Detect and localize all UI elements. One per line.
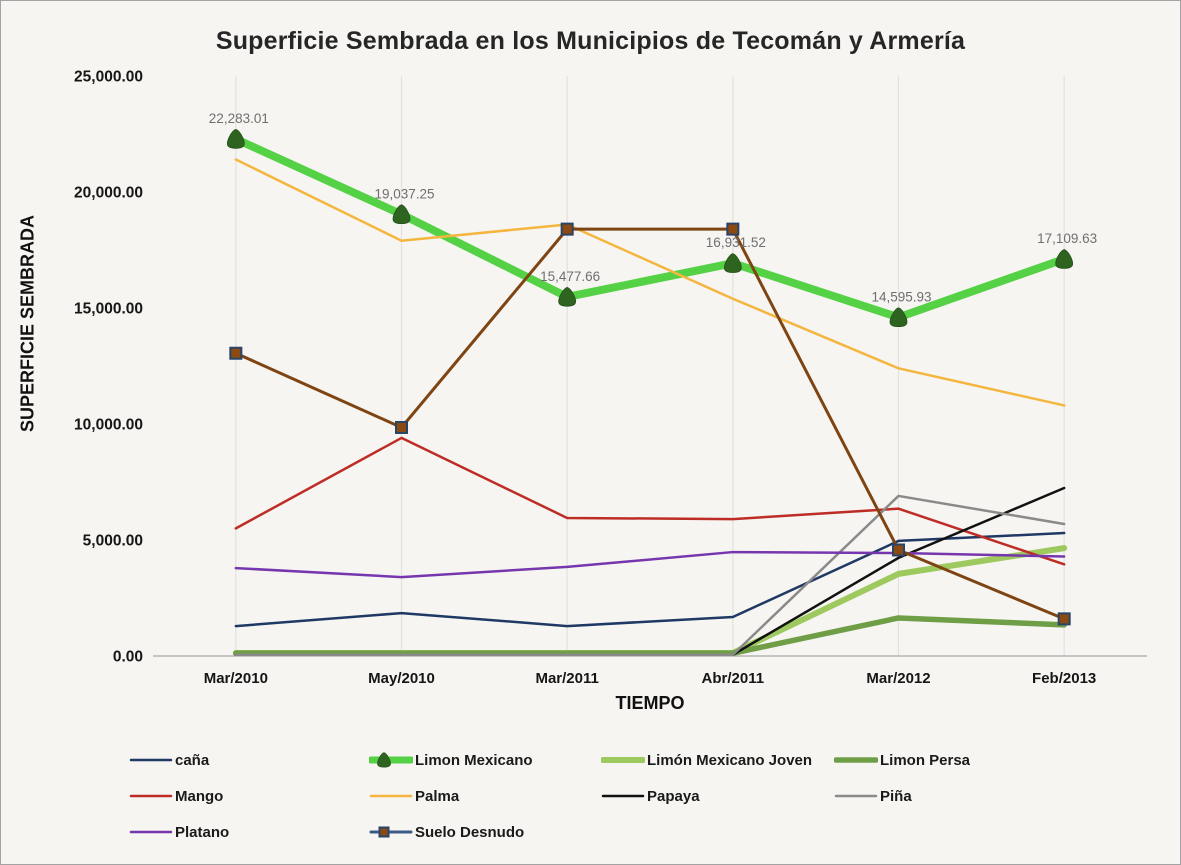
- y-tick-label: 10,000.00: [74, 417, 143, 434]
- data-label: 15,477.66: [540, 269, 600, 284]
- marker-suelo-desnudo: [229, 346, 243, 360]
- data-label: 16,931.52: [706, 235, 766, 250]
- data-label: 22,283.01: [209, 111, 269, 126]
- x-tick-label: Mar/2010: [204, 670, 268, 687]
- marker-limon-mexicano: [392, 204, 411, 225]
- y-tick-label: 25,000.00: [74, 69, 143, 86]
- chart-title: Superficie Sembrada en los Municipios de…: [215, 27, 966, 55]
- series-line-cana: [234, 531, 1066, 628]
- marker-suelo-desnudo: [560, 222, 574, 236]
- x-tick-label: May/2010: [368, 670, 435, 687]
- marker-limon-mexicano: [1055, 249, 1074, 269]
- series-line-palma: [234, 158, 1066, 407]
- series-line-limon_persa: [233, 615, 1067, 656]
- data-label: 19,037.25: [374, 186, 434, 201]
- marker-limon-mexicano: [889, 307, 908, 328]
- series-line-pina: [234, 494, 1066, 656]
- series-line-suelo_desnudo: [234, 227, 1066, 621]
- data-label: 17,109.63: [1037, 231, 1097, 246]
- series-line-limon_mexicano: [231, 135, 1069, 322]
- series-line-platano: [234, 550, 1066, 579]
- marker-suelo-desnudo: [726, 222, 740, 236]
- x-tick-label: Mar/2012: [866, 670, 930, 687]
- marker-limon-mexicano: [558, 286, 577, 307]
- x-tick-label: Feb/2013: [1032, 670, 1096, 687]
- y-tick-label: 15,000.00: [74, 301, 143, 318]
- series-line-limon_mexicano_joven: [232, 545, 1068, 656]
- marker-limon-mexicano: [226, 129, 245, 149]
- series-line-mango: [234, 436, 1066, 566]
- x-tick-label: Mar/2011: [535, 670, 598, 687]
- marker-suelo-desnudo: [892, 543, 905, 557]
- y-tick-label: 0.00: [113, 649, 143, 666]
- data-label: 14,595.93: [871, 289, 931, 304]
- x-axis-title: TIEMPO: [615, 693, 685, 713]
- y-tick-label: 20,000.00: [74, 185, 143, 202]
- x-tick-label: Abr/2011: [702, 670, 765, 687]
- marker-suelo-desnudo: [1057, 612, 1071, 626]
- y-tick-label: 5,000.00: [83, 533, 143, 550]
- marker-suelo-desnudo: [395, 420, 408, 434]
- series-line-papaya: [234, 486, 1066, 656]
- marker-limon-mexicano: [723, 253, 742, 273]
